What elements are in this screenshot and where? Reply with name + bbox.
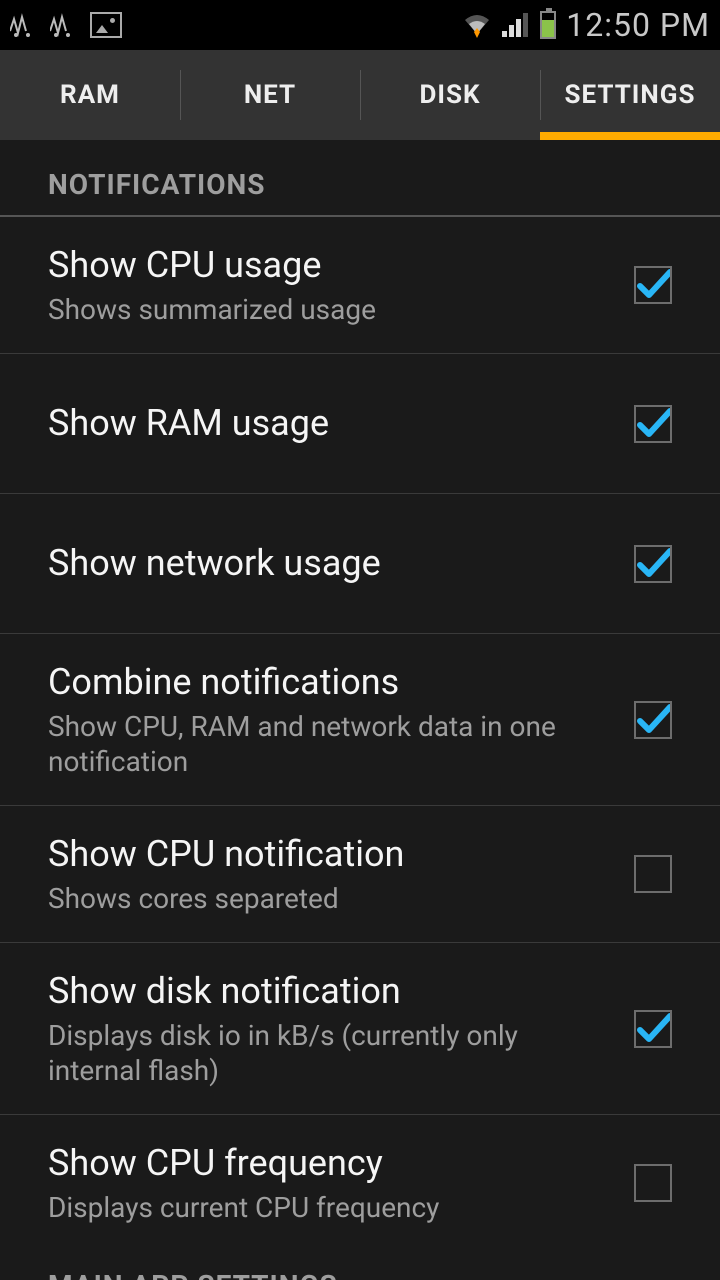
section-header-notifications: NOTIFICATIONS bbox=[0, 140, 720, 217]
section-header-main-app: MAIN APP SETTINGS bbox=[0, 1251, 720, 1280]
battery-fill bbox=[542, 20, 554, 37]
status-right: 12:50 PM bbox=[462, 6, 710, 44]
item-show-cpu-usage[interactable]: Show CPU usage Shows summarized usage bbox=[0, 217, 720, 354]
checkbox-combine-notifications[interactable] bbox=[634, 701, 672, 739]
item-title: Show CPU notification bbox=[48, 832, 614, 877]
tab-ram[interactable]: RAM bbox=[0, 50, 180, 140]
checkbox-show-cpu-frequency[interactable] bbox=[634, 1164, 672, 1202]
picture-icon bbox=[90, 12, 122, 38]
checkbox-show-disk-notification[interactable] bbox=[634, 1010, 672, 1048]
tab-net[interactable]: NET bbox=[180, 50, 360, 140]
item-show-network-usage[interactable]: Show network usage bbox=[0, 494, 720, 634]
monitor-graph-icon bbox=[10, 13, 38, 37]
item-show-cpu-notification[interactable]: Show CPU notification Shows cores separe… bbox=[0, 806, 720, 943]
checkbox-show-network-usage[interactable] bbox=[634, 545, 672, 583]
item-subtitle: Shows cores separeted bbox=[48, 881, 614, 916]
signal-icon bbox=[502, 13, 530, 37]
checkbox-show-cpu-notification[interactable] bbox=[634, 855, 672, 893]
item-subtitle: Shows summarized usage bbox=[48, 292, 614, 327]
status-bar: 12:50 PM bbox=[0, 0, 720, 50]
item-title: Show CPU frequency bbox=[48, 1141, 614, 1186]
item-title: Show network usage bbox=[48, 541, 614, 586]
item-subtitle: Displays current CPU frequency bbox=[48, 1190, 614, 1225]
item-title: Show RAM usage bbox=[48, 401, 614, 446]
checkbox-show-ram-usage[interactable] bbox=[634, 405, 672, 443]
item-title: Show disk notification bbox=[48, 969, 614, 1014]
checkbox-show-cpu-usage[interactable] bbox=[634, 266, 672, 304]
battery-icon bbox=[540, 11, 556, 39]
tab-disk[interactable]: DISK bbox=[360, 50, 540, 140]
item-show-cpu-frequency[interactable]: Show CPU frequency Displays current CPU … bbox=[0, 1115, 720, 1251]
item-subtitle: Displays disk io in kB/s (currently only… bbox=[48, 1018, 614, 1088]
item-combine-notifications[interactable]: Combine notifications Show CPU, RAM and … bbox=[0, 634, 720, 806]
status-left bbox=[10, 12, 122, 38]
item-show-disk-notification[interactable]: Show disk notification Displays disk io … bbox=[0, 943, 720, 1115]
monitor-graph-icon bbox=[50, 13, 78, 37]
item-title: Show CPU usage bbox=[48, 243, 614, 288]
item-show-ram-usage[interactable]: Show RAM usage bbox=[0, 354, 720, 494]
settings-content[interactable]: NOTIFICATIONS Show CPU usage Shows summa… bbox=[0, 140, 720, 1280]
item-subtitle: Show CPU, RAM and network data in one no… bbox=[48, 709, 614, 779]
item-title: Combine notifications bbox=[48, 660, 614, 705]
wifi-icon bbox=[462, 12, 492, 38]
tab-settings[interactable]: SETTINGS bbox=[540, 50, 720, 140]
status-clock: 12:50 PM bbox=[566, 6, 710, 44]
tab-bar: RAM NET DISK SETTINGS bbox=[0, 50, 720, 140]
